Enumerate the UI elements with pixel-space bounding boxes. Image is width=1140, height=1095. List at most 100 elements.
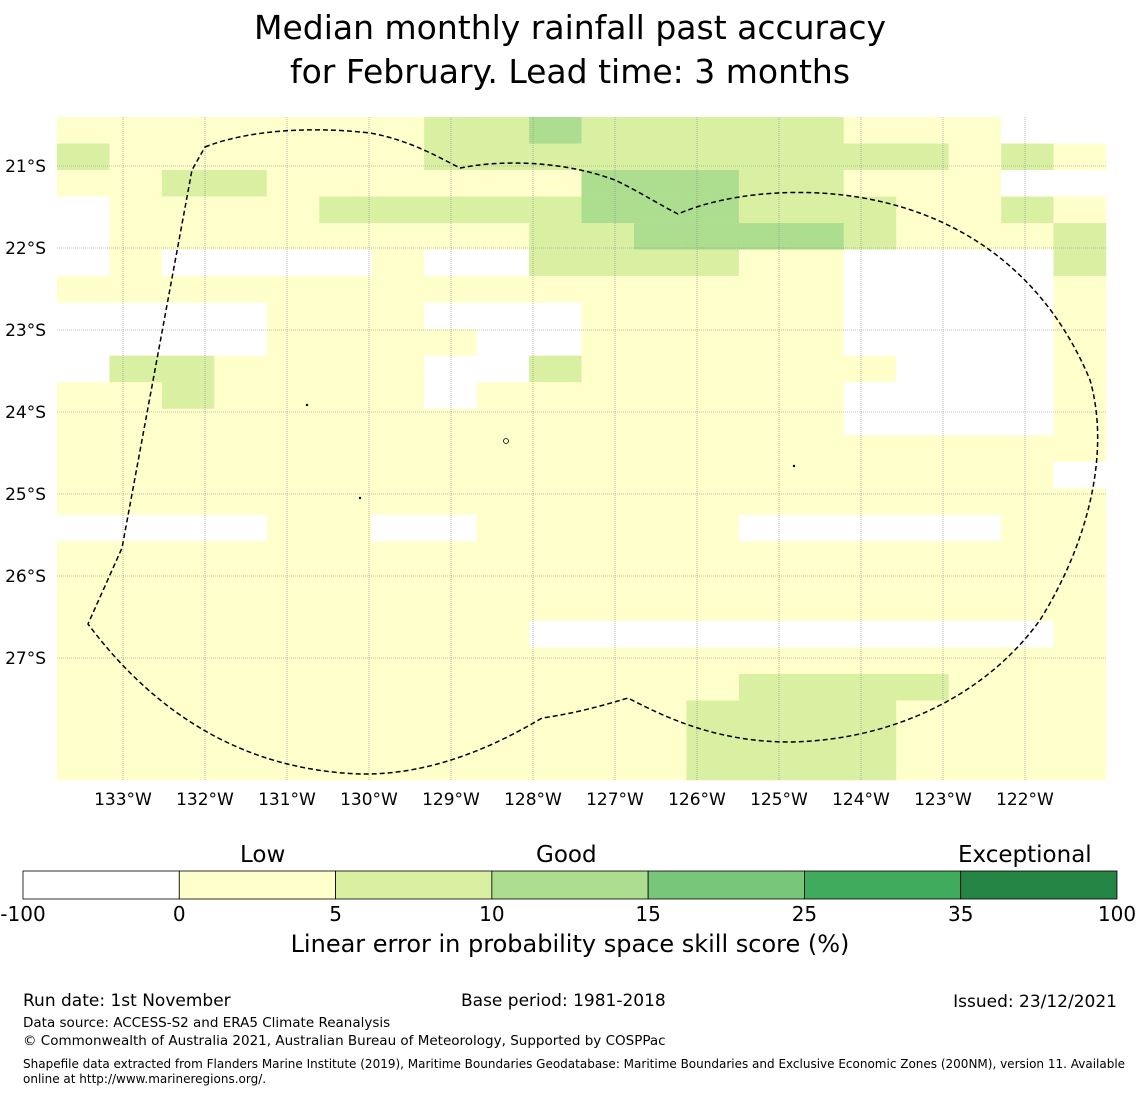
grid-cell: [214, 541, 268, 569]
grid-cell: [529, 514, 582, 542]
grid-cell: [738, 355, 792, 383]
grid-cell: [896, 647, 949, 675]
grid-cell: [371, 673, 425, 701]
grid-cell: [843, 620, 897, 648]
grid-cell: [843, 461, 897, 489]
grid-cell: [266, 143, 320, 171]
grid-cell: [266, 620, 320, 648]
grid-cell: [214, 355, 268, 383]
grid-cell: [266, 541, 320, 569]
grid-cell: [319, 753, 372, 781]
grid-cell: [581, 223, 635, 250]
grid-cell: [319, 329, 372, 356]
grid-cell: [1001, 408, 1054, 436]
graticule: [57, 117, 1106, 780]
grid-cell: [791, 382, 845, 410]
grid-cell: [633, 170, 687, 197]
grid-cell: [266, 647, 320, 675]
grid-cell: [843, 435, 897, 463]
grid-cell: [948, 302, 1002, 330]
grid-cell: [843, 196, 897, 224]
grid-cell: [319, 594, 372, 622]
grid-cell: [266, 329, 320, 356]
grid-cell: [948, 249, 1002, 277]
grid-cell: [319, 170, 372, 197]
title-line-1: Median monthly rainfall past accuracy: [253, 8, 887, 47]
grid-cell: [843, 302, 897, 330]
grid-cell: [371, 488, 425, 516]
grid-cell: [1053, 594, 1107, 622]
longitude-label: 122°W: [996, 790, 1054, 810]
grid-cell: [1053, 196, 1107, 224]
grid-cell: [1053, 276, 1107, 303]
grid-cell: [738, 276, 792, 303]
grid-cell: [1001, 170, 1054, 197]
grid-cell: [529, 726, 582, 754]
grid-cell: [896, 541, 949, 569]
grid-cell: [581, 700, 635, 728]
grid-cell: [791, 461, 845, 489]
grid-cell: [109, 382, 163, 410]
grid-cell: [109, 567, 163, 595]
grid-cell: [476, 302, 530, 330]
grid-cell: [1001, 223, 1054, 250]
grid-cell: [161, 117, 215, 144]
grid-cell: [57, 514, 110, 542]
grid-cell: [424, 700, 477, 728]
colorbar-tick-label: 15: [635, 902, 661, 926]
grid-cell: [738, 567, 792, 595]
grid-cell: [1053, 329, 1107, 356]
grid-cell: [476, 673, 530, 701]
latitude-label: 21°S: [5, 157, 46, 177]
grid-cell: [319, 408, 372, 436]
grid-cell: [686, 514, 740, 542]
grid-cell: [476, 117, 530, 144]
grid-cell: [371, 594, 425, 622]
grid-cell: [948, 594, 1002, 622]
grid-cell: [1053, 170, 1107, 197]
longitude-label: 131°W: [258, 790, 316, 810]
grid-cell: [843, 117, 897, 144]
grid-cell: [633, 382, 687, 410]
grid-cell: [1053, 541, 1107, 569]
grid-cell: [896, 249, 949, 277]
grid-cell: [633, 276, 687, 303]
grid-cell: [161, 408, 215, 436]
grid-cell: [791, 355, 845, 383]
grid-cell: [686, 647, 740, 675]
colorbar-segment: [647, 870, 805, 900]
grid-cell: [529, 435, 582, 463]
grid-cell: [371, 567, 425, 595]
grid-cell: [476, 647, 530, 675]
grid-cell: [424, 435, 477, 463]
grid-cell: [1001, 726, 1054, 754]
grid-cell: [1001, 329, 1054, 356]
grid-cell: [581, 143, 635, 171]
grid-cell: [57, 329, 110, 356]
grid-cell: [1053, 620, 1107, 648]
grid-cell: [948, 170, 1002, 197]
grid-cell: [686, 302, 740, 330]
grid-cell: [738, 435, 792, 463]
grid-cell: [319, 276, 372, 303]
grid-cell: [581, 647, 635, 675]
grid-cell: [319, 700, 372, 728]
grid-cell: [57, 620, 110, 648]
grid-cell: [529, 249, 582, 277]
grid-cell: [738, 196, 792, 224]
grid-cell: [319, 196, 372, 224]
grid-cell: [948, 514, 1002, 542]
grid-cell: [57, 541, 110, 569]
grid-cell: [843, 753, 897, 781]
grid-cell: [791, 117, 845, 144]
grid-cell: [529, 620, 582, 648]
grid-cell: [1001, 753, 1054, 781]
grid-cell: [843, 170, 897, 197]
grid-cell: [424, 196, 477, 224]
grid-cell: [319, 461, 372, 489]
colorbar-tick-label: 5: [329, 902, 342, 926]
grid-cell: [266, 382, 320, 410]
grid-cell: [738, 620, 792, 648]
grid-cell: [319, 541, 372, 569]
grid-cell: [948, 567, 1002, 595]
